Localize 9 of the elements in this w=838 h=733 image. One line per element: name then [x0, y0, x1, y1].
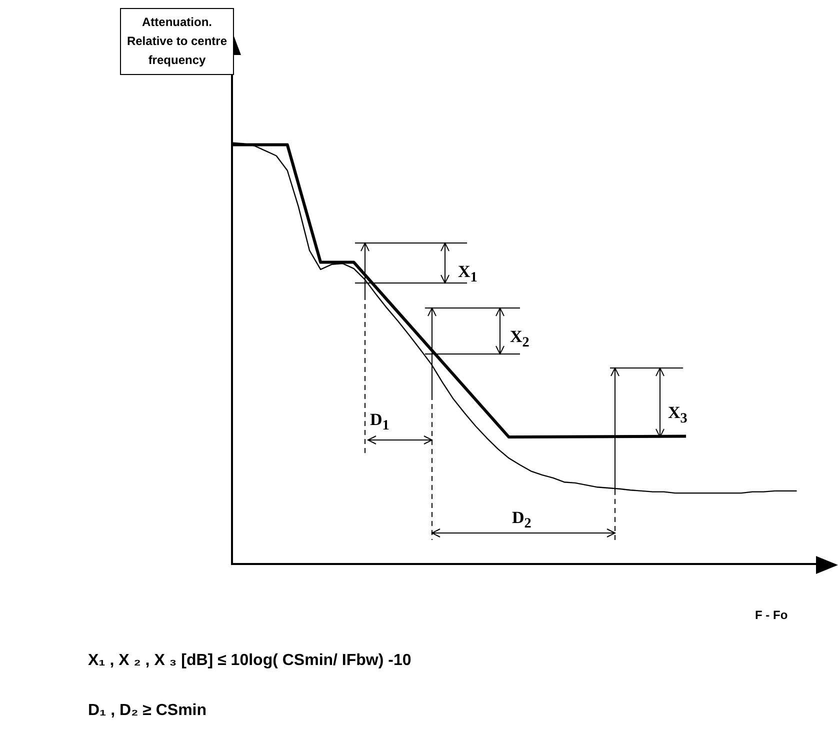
annotation: X$_{2}$	[510, 327, 530, 352]
x-axis-title: F - Fo	[755, 608, 788, 622]
annotation: X$_{1}$	[458, 262, 478, 286]
text: Attenuation. Relative to centre frequency	[120, 8, 234, 75]
annotation: X$_{3}$	[668, 403, 688, 428]
text: D₁ , D₂ ≥ CSmin	[88, 702, 207, 720]
text: X₁ , X ₂ , X ₃ [dB] ≤ 10log( CSmin/ IFbw) -10	[88, 652, 412, 670]
annotation: D$_{1}$	[370, 410, 390, 434]
annotation: D$_{2}$	[512, 508, 532, 532]
